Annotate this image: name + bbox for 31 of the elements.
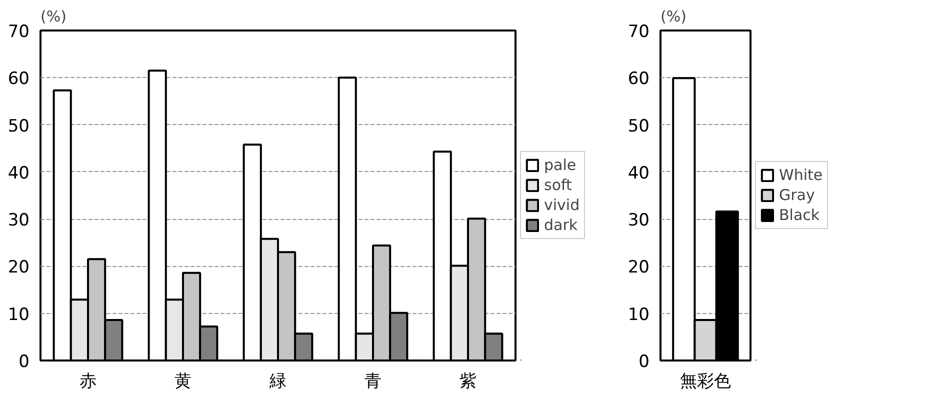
x-tick-label: 紫 [460,372,476,392]
y-tick-label: 0 [638,352,650,372]
y-tick-label: 40 [628,163,650,184]
y-tick-label: 50 [628,116,650,136]
y-tick-label: 60 [8,69,30,90]
legend-label: Black [779,206,820,224]
y-tick-label: 70 [8,22,30,42]
x-tick-label: 黄 [174,372,192,392]
y-tick-label: 30 [8,210,30,231]
y-tick-label: 50 [8,116,30,136]
x-tick-label: 赤 [80,372,96,392]
y-tick-label: 10 [628,304,650,325]
y-tick-label: 60 [628,69,650,90]
y-axis-title: (%) [40,8,66,26]
legend-label: White [779,166,823,184]
x-tick-label: 青 [364,372,382,392]
y-tick-label: 40 [8,163,30,184]
legend-label: vivid [544,196,580,214]
y-tick-label: 70 [628,22,650,42]
y-tick-label: 20 [8,258,30,278]
y-axis-title: (%) [660,8,686,26]
y-tick-label: 30 [628,210,650,231]
legend-label: soft [544,176,572,194]
legend-label: dark [544,216,578,234]
legend-label: pale [544,156,576,174]
x-tick-label: 緑 [268,372,286,392]
y-tick-label: 10 [8,304,30,325]
legend-label: Gray [779,186,815,204]
y-tick-label: 20 [628,258,650,278]
y-tick-label: 0 [18,352,30,372]
x-tick-label: 無彩色 [680,372,731,392]
